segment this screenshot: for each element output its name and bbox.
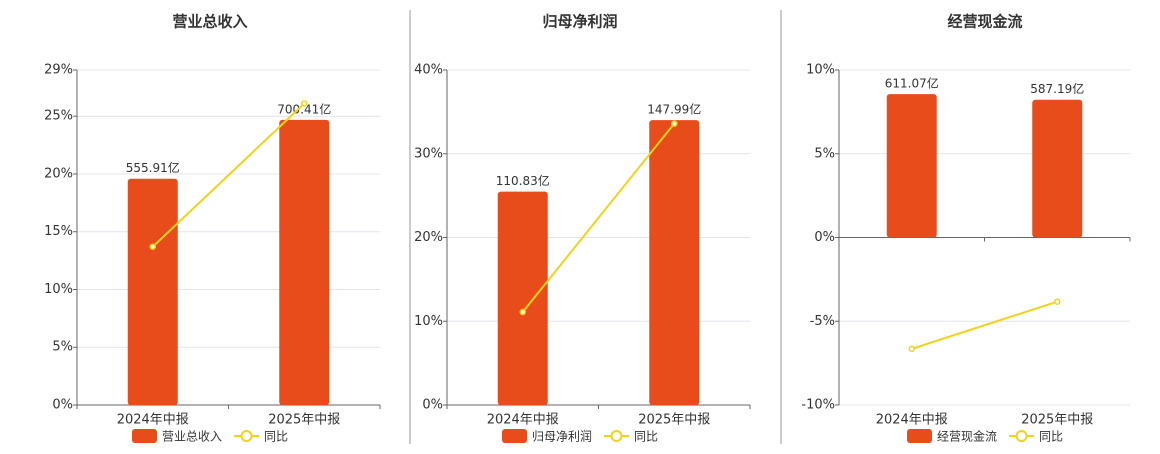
y-tick-label: 5%: [52, 340, 73, 355]
legend-label: 同比: [1039, 430, 1063, 444]
value-label: 587.19亿: [1030, 81, 1084, 96]
legend-swatch: [610, 430, 623, 442]
y-tick-label: 10%: [414, 314, 443, 329]
y-tick-label: 5%: [814, 146, 835, 161]
point: [301, 100, 308, 107]
y-tick-label: -5%: [810, 314, 835, 329]
value-label: 611.07亿: [885, 76, 939, 91]
y-tick-label: 40%: [414, 63, 443, 78]
y-tick-label: 0%: [814, 230, 835, 245]
x-tick-label: 2025年中报: [1021, 413, 1093, 428]
point: [671, 120, 678, 127]
legend-swatch: [132, 429, 157, 443]
legend-label: 同比: [264, 430, 288, 444]
bar: [649, 120, 700, 405]
y-tick-label: -10%: [801, 398, 835, 413]
legend-label: 同比: [634, 430, 658, 444]
y-tick-label: 29%: [44, 63, 73, 78]
y-tick-label: 0%: [422, 398, 443, 413]
line: [152, 102, 305, 248]
legend-label: 营业总收入: [162, 430, 222, 444]
legend-swatch: [1015, 430, 1028, 442]
y-tick-label: 10%: [44, 282, 73, 297]
x-tick-label: 2024年中报: [876, 413, 948, 428]
y-tick-label: 10%: [806, 63, 835, 78]
legend-swatch: [240, 430, 253, 442]
y-tick-label: 20%: [44, 166, 73, 181]
y-tick-label: 25%: [44, 109, 73, 124]
chart-title: 经营现金流: [947, 13, 1022, 31]
legend-swatch: [502, 429, 527, 443]
x-tick-label: 2024年中报: [487, 413, 559, 428]
bar: [497, 191, 548, 405]
point: [908, 345, 915, 353]
line: [911, 300, 1058, 350]
y-tick-label: 30%: [414, 146, 443, 161]
point: [1054, 298, 1061, 305]
bar: [1032, 99, 1083, 238]
value-label: 555.91亿: [126, 160, 180, 175]
chart-title: 营业总收入: [172, 13, 247, 31]
bar: [886, 94, 937, 238]
value-label: 147.99亿: [647, 102, 701, 117]
y-tick-label: 20%: [414, 230, 443, 245]
line: [521, 122, 676, 313]
x-tick-label: 2025年中报: [638, 413, 710, 428]
legend-label: 经营现金流: [937, 429, 997, 444]
point: [519, 308, 526, 316]
legend-swatch: [907, 429, 932, 443]
y-tick-label: 0%: [52, 398, 73, 413]
legend-label: 归母净利润: [532, 430, 592, 444]
y-tick-label: 15%: [44, 224, 73, 239]
bar: [279, 119, 330, 406]
x-tick-label: 2024年中报: [117, 413, 189, 428]
x-tick-label: 2025年中报: [268, 413, 340, 428]
value-label: 110.83亿: [496, 173, 550, 188]
value-label: 700.41亿: [277, 101, 331, 116]
bar: [127, 178, 178, 405]
chart-title: 归母净利润: [542, 13, 617, 31]
point: [149, 243, 156, 250]
